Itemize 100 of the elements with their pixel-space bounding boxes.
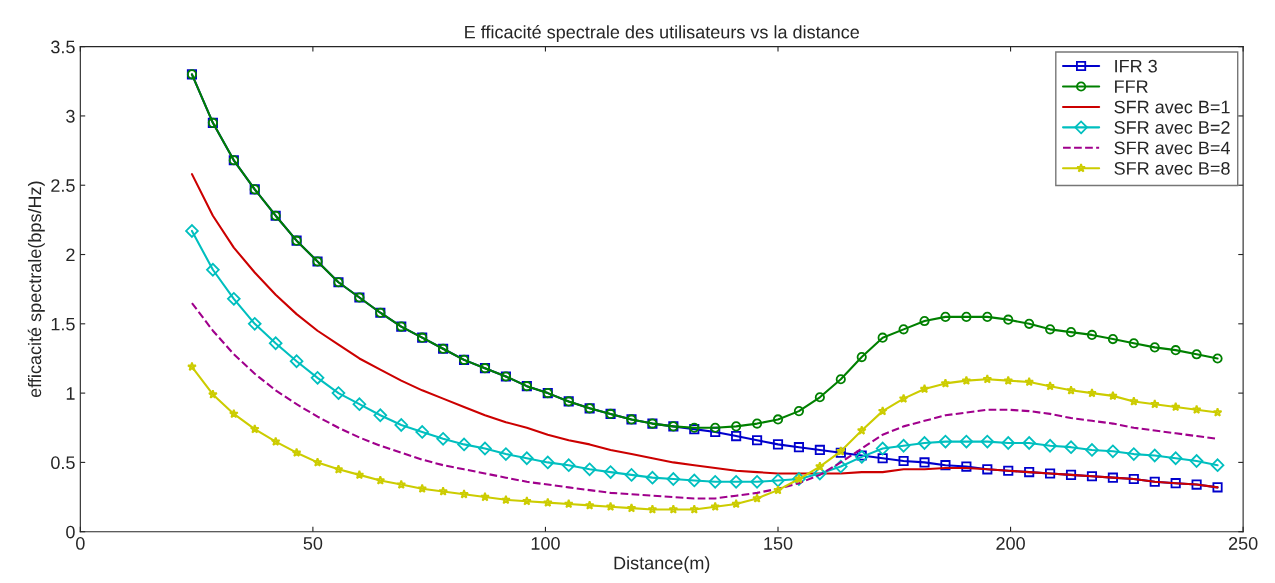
point [1045, 381, 1055, 391]
point [898, 455, 909, 467]
y-tick-label: 0.5 [51, 456, 75, 470]
point [1149, 476, 1160, 487]
point [645, 470, 660, 485]
point [289, 354, 304, 369]
point [961, 461, 972, 472]
point [875, 441, 890, 456]
point [710, 422, 721, 433]
legend-label: FFR [1115, 80, 1148, 93]
point [1085, 443, 1099, 457]
y-tick-label: 2.5 [51, 179, 75, 192]
point [1212, 482, 1223, 493]
y-tick-label: 3.5 [51, 40, 75, 54]
point [247, 317, 262, 331]
point [520, 451, 534, 466]
x-tick-label: 250 [1228, 537, 1258, 550]
point [980, 434, 995, 449]
point [772, 414, 784, 425]
point [1045, 468, 1056, 479]
point [208, 389, 218, 399]
point [710, 501, 721, 512]
point [856, 352, 867, 363]
point [499, 447, 513, 461]
point [1149, 399, 1160, 409]
point [459, 489, 469, 499]
point [1065, 469, 1077, 480]
point [1045, 324, 1056, 335]
x-tick-label: 200 [996, 537, 1025, 550]
point [668, 504, 679, 514]
point [731, 498, 742, 509]
point [917, 436, 932, 450]
point [940, 378, 951, 388]
chart-title: E fficacité spectrale des utilisateurs vs la distance [465, 25, 859, 43]
point [228, 408, 239, 419]
point [877, 332, 888, 343]
legend-label: SFR avec B=1 [1114, 100, 1230, 114]
legend-label: SFR avec B=4 [1114, 141, 1230, 155]
y-tick-label: 3 [66, 109, 75, 123]
point [982, 374, 993, 384]
point [584, 500, 595, 510]
point [752, 435, 763, 446]
point [1170, 401, 1181, 412]
point [603, 465, 618, 479]
y-tick-label: 2 [66, 248, 75, 262]
point [373, 408, 388, 423]
point [940, 311, 951, 322]
y-tick-label: 1.5 [51, 317, 75, 331]
x-tick-label: 50 [303, 537, 323, 550]
point [1003, 465, 1014, 476]
point [772, 439, 784, 450]
point [1064, 440, 1078, 454]
point [940, 460, 951, 471]
point [438, 486, 448, 496]
point [1191, 349, 1202, 360]
point [187, 361, 197, 372]
point [1086, 471, 1098, 482]
point [1003, 375, 1014, 385]
point [793, 442, 805, 453]
point [1106, 444, 1120, 459]
y-axis-title: efficacité spectrale(bps/Hz) [27, 181, 45, 398]
point [773, 485, 783, 495]
point [919, 383, 930, 394]
point [185, 224, 199, 238]
point [227, 292, 241, 306]
point [1191, 479, 1202, 490]
point [333, 464, 344, 474]
point [708, 475, 723, 489]
point [375, 475, 386, 485]
point [919, 315, 930, 327]
point [624, 468, 639, 482]
legend-label: SFR avec B=2 [1114, 121, 1230, 134]
point [312, 457, 323, 467]
point [582, 462, 597, 477]
point [750, 475, 764, 489]
x-tick-label: 100 [531, 537, 560, 550]
point [982, 464, 993, 475]
point [1003, 314, 1014, 325]
point [731, 421, 742, 432]
point [959, 434, 974, 449]
point [268, 336, 283, 351]
x-tick-label: 150 [764, 537, 793, 550]
point [1127, 447, 1141, 461]
point [605, 501, 616, 512]
point [521, 496, 532, 506]
point [814, 392, 825, 403]
point [1149, 342, 1160, 353]
point [752, 493, 762, 503]
point [1001, 436, 1016, 450]
point [1107, 333, 1118, 345]
point [666, 472, 681, 486]
point [394, 418, 409, 432]
point [731, 430, 742, 442]
point [814, 444, 825, 456]
point [249, 424, 260, 434]
point [793, 406, 805, 417]
point [436, 432, 450, 446]
point [687, 473, 702, 488]
y-tick-label: 1 [66, 387, 75, 400]
point [501, 494, 511, 505]
